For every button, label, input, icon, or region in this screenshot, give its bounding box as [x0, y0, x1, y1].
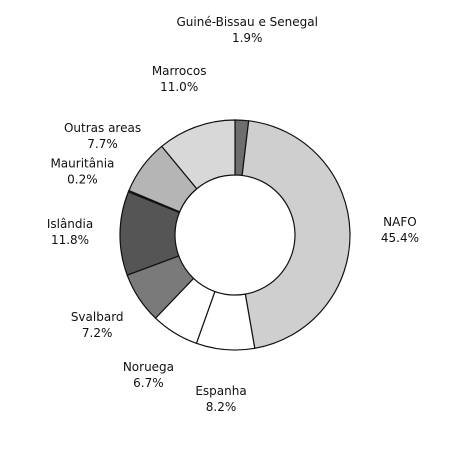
slice-value-label: 11.0%	[160, 80, 198, 94]
slice-label: Islândia	[47, 217, 93, 231]
slice-value-label: 7.7%	[87, 137, 118, 151]
slice-value-label: 7.2%	[82, 326, 113, 340]
slice-value-label: 6.7%	[133, 376, 164, 390]
slice-label: Guiné-Bissau e Senegal	[176, 15, 317, 29]
slice-label: Outras areas	[64, 121, 141, 135]
slice-value-label: 45.4%	[381, 231, 419, 245]
slice-value-label: 1.9%	[232, 31, 263, 45]
slice-label: Noruega	[123, 360, 174, 374]
slice-label: Marrocos	[152, 64, 207, 78]
donut-slice	[160, 119, 236, 190]
slice-label: Svalbard	[71, 310, 124, 324]
slice-value-label: 11.8%	[51, 233, 89, 247]
slice-value-label: 8.2%	[206, 400, 237, 414]
slice-label: NAFO	[383, 215, 417, 229]
slice-label: Mauritânia	[50, 157, 114, 171]
donut-slice	[241, 120, 351, 349]
slice-label: Espanha	[195, 384, 246, 398]
slice-value-label: 0.2%	[67, 173, 98, 187]
